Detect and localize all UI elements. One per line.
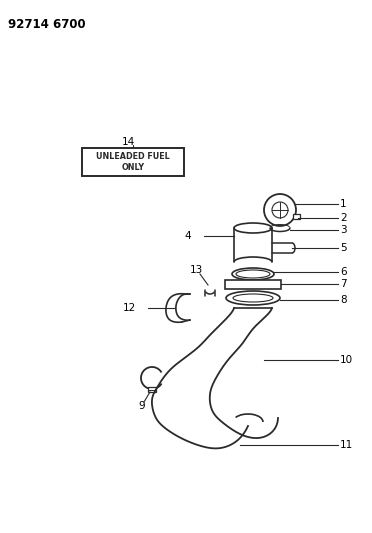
Text: 92714 6700: 92714 6700 xyxy=(8,18,86,31)
Bar xyxy=(82,148,184,176)
Text: UNLEADED FUEL
ONLY: UNLEADED FUEL ONLY xyxy=(96,152,170,172)
Text: 3: 3 xyxy=(340,225,347,235)
Text: 7: 7 xyxy=(340,279,347,289)
Text: 6: 6 xyxy=(340,267,347,277)
Text: 1: 1 xyxy=(340,199,347,209)
Text: 8: 8 xyxy=(340,295,347,305)
Bar xyxy=(225,279,281,288)
Bar xyxy=(293,214,300,219)
Bar xyxy=(148,387,156,392)
Text: 4: 4 xyxy=(184,231,190,241)
Text: 2: 2 xyxy=(340,213,347,223)
Text: 10: 10 xyxy=(340,355,353,365)
Text: 12: 12 xyxy=(123,303,136,313)
Text: 11: 11 xyxy=(340,440,353,450)
Text: 9: 9 xyxy=(139,401,145,411)
Text: 13: 13 xyxy=(189,265,203,275)
Text: 5: 5 xyxy=(340,243,347,253)
Text: 14: 14 xyxy=(121,137,135,147)
